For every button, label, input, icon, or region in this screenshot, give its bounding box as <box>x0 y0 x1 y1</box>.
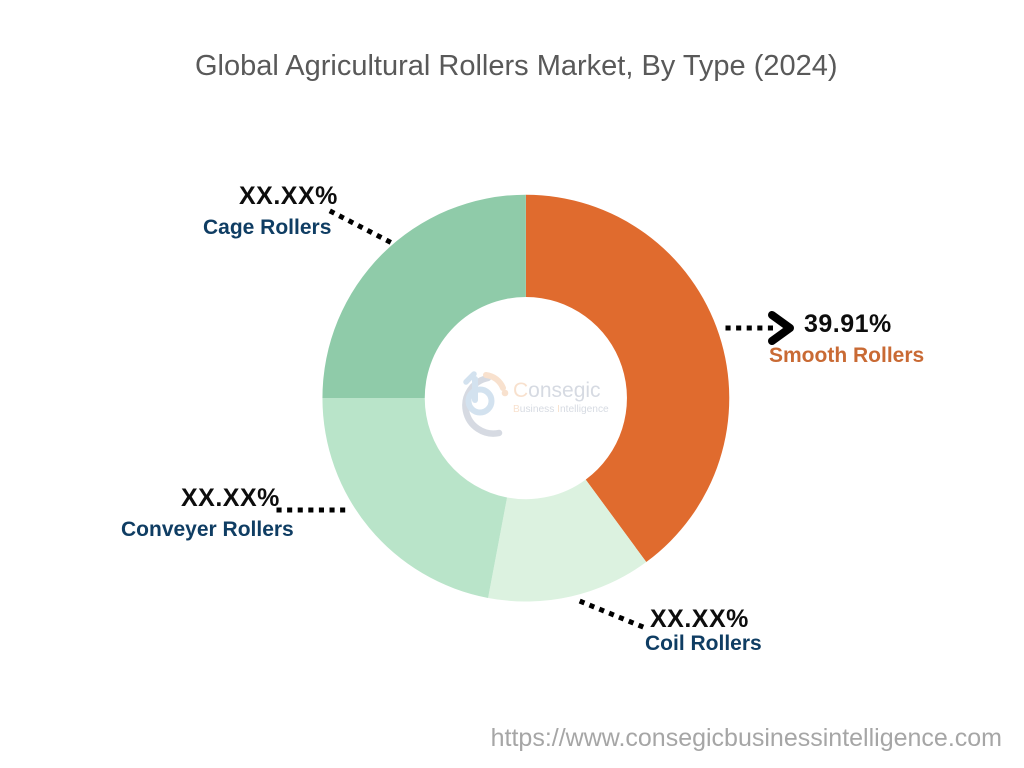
svg-text:Business Intelligence: Business Intelligence <box>513 404 609 415</box>
svg-text:Consegic: Consegic <box>513 379 601 402</box>
